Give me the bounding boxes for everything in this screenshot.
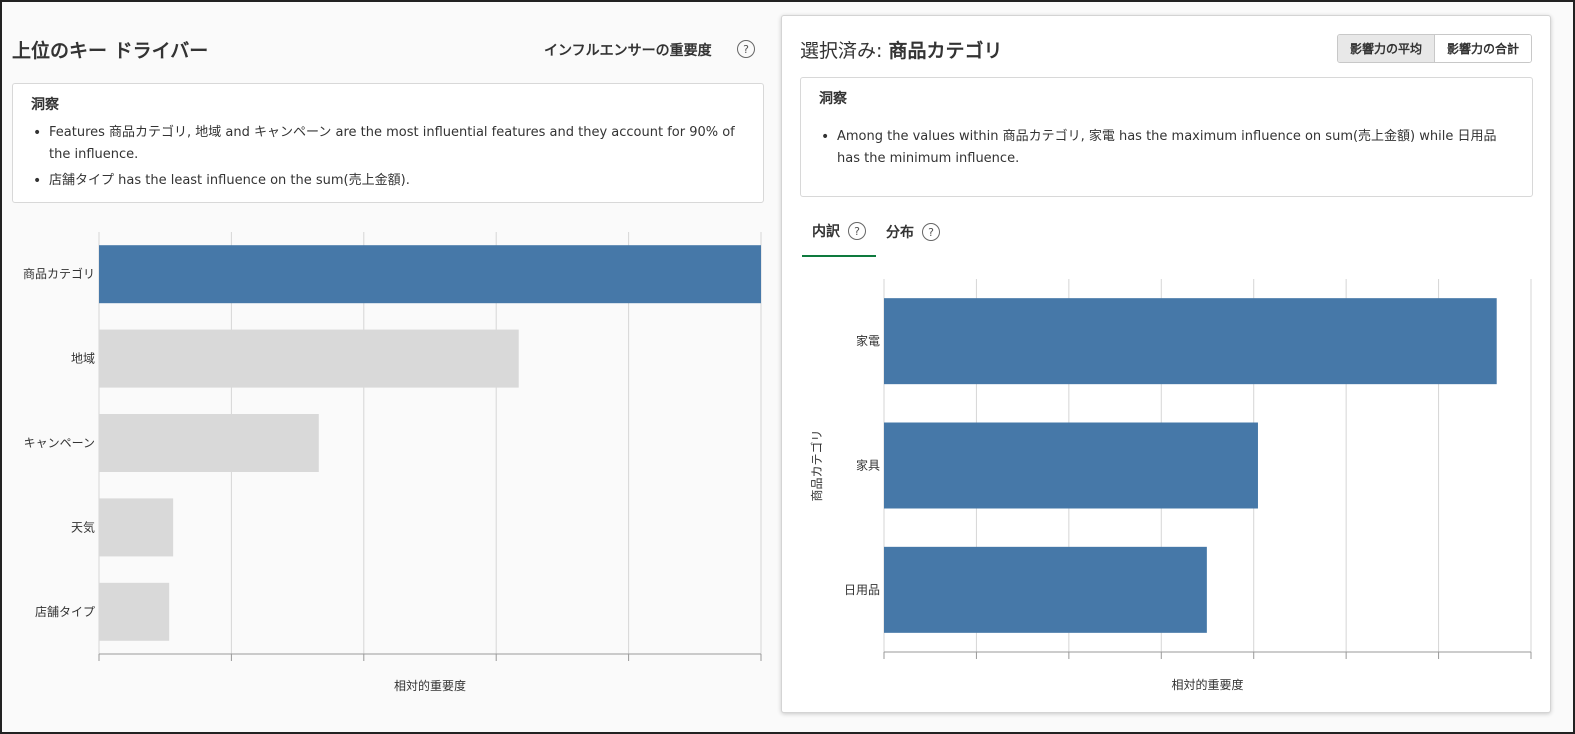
insight-item: Features 商品カテゴリ, 地域 and キャンペーン are the m… <box>31 122 743 166</box>
insight-list: Features 商品カテゴリ, 地域 and キャンペーン are the m… <box>31 122 743 196</box>
selected-title: 選択済み: 商品カテゴリ <box>800 36 1002 63</box>
y-axis-title: 商品カテゴリ <box>809 429 824 501</box>
bar[interactable] <box>99 245 761 304</box>
bar[interactable] <box>884 546 1207 633</box>
insight-title: 洞察 <box>31 97 59 113</box>
help-icon[interactable]: ? <box>922 223 940 241</box>
bar[interactable] <box>884 422 1258 509</box>
category-label: 商品カテゴリ <box>23 266 95 281</box>
key-drivers-panel: 上位のキー ドライバー インフルエンサーの重要度 ? 洞察 Features 商… <box>2 2 775 730</box>
influence-toggle: 影響力の平均 影響力の合計 <box>1336 34 1532 63</box>
tab-distribution[interactable]: 分布 ? <box>876 217 950 257</box>
category-label: キャンペーン <box>24 436 95 450</box>
insight-title: 洞察 <box>819 91 847 107</box>
tab-bar: 内訳 ? 分布 ? <box>802 217 950 257</box>
tab-label: 分布 <box>886 225 914 241</box>
insight-box: 洞察 Among the values within 商品カテゴリ, 家電 ha… <box>800 77 1533 197</box>
selected-value: 商品カテゴリ <box>888 40 1003 62</box>
bar[interactable] <box>99 498 174 557</box>
help-icon[interactable]: ? <box>848 222 866 240</box>
selected-detail-panel: 選択済み: 商品カテゴリ 影響力の平均 影響力の合計 洞察 Among the … <box>781 15 1551 713</box>
x-axis-title: 相対的重要度 <box>394 678 466 693</box>
bar[interactable] <box>99 414 319 472</box>
total-influence-button[interactable]: 影響力の合計 <box>1433 35 1531 62</box>
category-label: 天気 <box>71 519 95 534</box>
influencer-importance-label: インフルエンサーの重要度 <box>544 43 712 59</box>
page-title: 上位のキー ドライバー <box>12 40 209 62</box>
category-label: 日用品 <box>844 583 880 597</box>
help-icon[interactable]: ? <box>737 40 755 58</box>
category-label: 店舗タイプ <box>35 605 95 619</box>
insight-list: Among the values within 商品カテゴリ, 家電 has t… <box>819 126 1512 174</box>
average-influence-button[interactable]: 影響力の平均 <box>1337 35 1434 62</box>
bar[interactable] <box>99 582 170 641</box>
insight-item: 店舗タイプ has the least influence on the sum… <box>31 170 743 192</box>
bar[interactable] <box>99 329 519 388</box>
tab-label: 内訳 <box>812 224 840 240</box>
bar[interactable] <box>884 298 1497 385</box>
insight-box: 洞察 Features 商品カテゴリ, 地域 and キャンペーン are th… <box>12 83 764 203</box>
category-label: 地域 <box>71 352 95 366</box>
category-label: 家具 <box>856 458 880 473</box>
category-label: 家電 <box>856 333 880 348</box>
selected-prefix: 選択済み: <box>800 40 889 62</box>
tab-breakdown[interactable]: 内訳 ? <box>802 217 876 257</box>
insight-item: Among the values within 商品カテゴリ, 家電 has t… <box>819 126 1512 170</box>
x-axis-title: 相対的重要度 <box>1171 677 1243 692</box>
